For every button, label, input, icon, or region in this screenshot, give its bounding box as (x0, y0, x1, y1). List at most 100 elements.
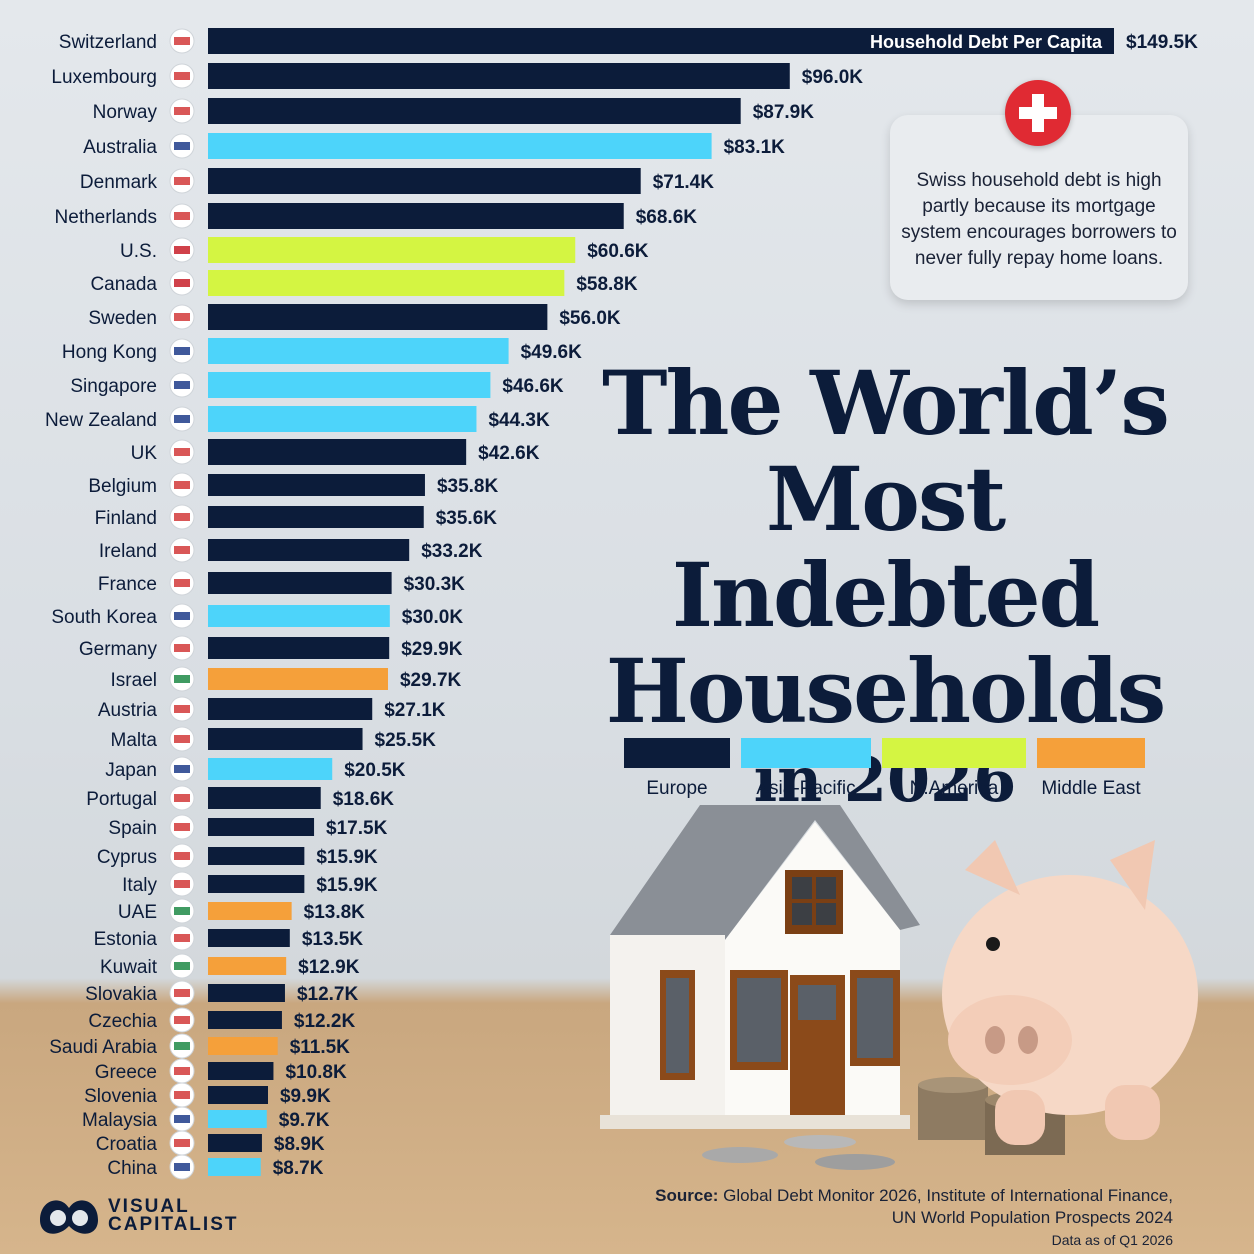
country-label-cyprus: Cyprus (97, 847, 157, 868)
bar-hong-kong (208, 338, 509, 364)
bar-greece (208, 1062, 274, 1080)
flag-stripe (174, 246, 190, 254)
visual-capitalist-logo-icon (40, 1200, 98, 1234)
kuwait-flag-icon (169, 953, 195, 979)
flag-stripe (174, 142, 190, 150)
country-label-u-s: U.S. (120, 241, 157, 262)
flag-stripe (174, 107, 190, 115)
netherlands-flag-icon (169, 203, 195, 229)
legend-swatch-asia-pacific (741, 738, 871, 768)
malaysia-flag-icon (169, 1106, 195, 1132)
country-label-estonia: Estonia (94, 929, 158, 950)
value-label-canada: $58.8K (576, 274, 638, 295)
flag-stripe (174, 415, 190, 423)
flag-stripe (174, 513, 190, 521)
country-label-switzerland: Switzerland (59, 32, 157, 53)
value-label-germany: $29.9K (401, 639, 463, 660)
flag-stripe (174, 989, 190, 997)
estonia-flag-icon (169, 925, 195, 951)
title-line-2: Most Indebted (671, 447, 1100, 647)
bar-austria (208, 698, 373, 720)
legend-label-middle-east: Middle East (1041, 778, 1141, 799)
value-label-china: $8.7K (273, 1158, 324, 1179)
flag-stripe (174, 794, 190, 802)
coin-icon (815, 1154, 895, 1170)
flag-stripe (174, 72, 190, 80)
value-label-japan: $20.5K (344, 760, 406, 781)
country-label-sweden: Sweden (88, 308, 157, 329)
bar-japan (208, 758, 333, 780)
spain-flag-icon (169, 814, 195, 840)
country-label-canada: Canada (90, 274, 157, 295)
value-label-netherlands: $68.6K (636, 207, 698, 228)
flag-stripe (174, 612, 190, 620)
country-label-luxembourg: Luxembourg (51, 67, 157, 88)
bar-denmark (208, 168, 641, 194)
flag-stripe (174, 907, 190, 915)
flag-stripe (174, 381, 190, 389)
source-note: Source: Global Debt Monitor 2026, Instit… (653, 1185, 1173, 1251)
uk-flag-icon (169, 439, 195, 465)
value-label-sweden: $56.0K (559, 308, 621, 329)
country-label-greece: Greece (95, 1062, 157, 1083)
country-label-south-korea: South Korea (51, 607, 157, 628)
bar-sweden (208, 304, 548, 330)
country-label-germany: Germany (79, 639, 158, 660)
value-label-slovenia: $9.9K (280, 1086, 331, 1107)
coin-icon (784, 1135, 856, 1149)
country-label-slovenia: Slovenia (84, 1086, 157, 1107)
flag-stripe (174, 1163, 190, 1171)
flag-stripe (174, 313, 190, 321)
flag-stripe (174, 1091, 190, 1099)
title-line-1: The World’s (602, 351, 1170, 455)
italy-flag-icon (169, 871, 195, 897)
flag-stripe (174, 852, 190, 860)
logo-text: VISUAL CAPITALIST (108, 1197, 238, 1234)
flag-stripe (174, 705, 190, 713)
series-label: Household Debt Per Capita (870, 32, 1103, 52)
country-label-uk: UK (131, 443, 158, 464)
value-label-belgium: $35.8K (437, 476, 499, 497)
country-label-denmark: Denmark (80, 172, 158, 193)
bar-malta (208, 728, 363, 750)
country-label-belgium: Belgium (88, 476, 157, 497)
country-label-portugal: Portugal (86, 789, 157, 810)
bar-uk (208, 439, 467, 465)
flag-stripe (174, 644, 190, 652)
value-label-estonia: $13.5K (302, 929, 364, 950)
value-label-greece: $10.8K (285, 1062, 347, 1083)
flag-stripe (174, 347, 190, 355)
bar-finland (208, 506, 424, 528)
south-korea-flag-icon (169, 603, 195, 629)
value-label-portugal: $18.6K (333, 789, 395, 810)
country-label-spain: Spain (108, 818, 157, 839)
value-label-uae: $13.8K (304, 902, 366, 923)
flag-stripe (174, 934, 190, 942)
flag-stripe (174, 1139, 190, 1147)
flag-stripe (174, 579, 190, 587)
legend-item-n-america: N.America (882, 738, 1026, 800)
value-label-czechia: $12.2K (294, 1011, 356, 1032)
flag-stripe (174, 1016, 190, 1024)
country-label-netherlands: Netherlands (55, 207, 157, 228)
bar-uae (208, 902, 292, 920)
country-label-saudi-arabia: Saudi Arabia (49, 1037, 157, 1058)
flag-stripe (174, 1042, 190, 1050)
swiss-flag-icon (1005, 80, 1071, 146)
legend-label-n-america: N.America (909, 778, 999, 799)
bar-south-korea (208, 605, 390, 627)
flag-stripe (174, 212, 190, 220)
source-text: Global Debt Monitor 2026, Institute of I… (723, 1186, 1173, 1227)
legend-label-europe: Europe (646, 778, 708, 799)
visual-capitalist-logo: VISUAL CAPITALIST (36, 1190, 236, 1240)
bar-australia (208, 133, 712, 159)
source-citation: Source: Global Debt Monitor 2026, Instit… (653, 1185, 1173, 1229)
legend-label-asia-pacific: Asia-Pacific (756, 778, 856, 799)
value-label-singapore: $46.6K (502, 376, 564, 397)
bar-croatia (208, 1134, 262, 1152)
bar-kuwait (208, 957, 287, 975)
country-label-italy: Italy (122, 875, 157, 896)
croatia-flag-icon (169, 1130, 195, 1156)
value-label-south-korea: $30.0K (402, 607, 464, 628)
